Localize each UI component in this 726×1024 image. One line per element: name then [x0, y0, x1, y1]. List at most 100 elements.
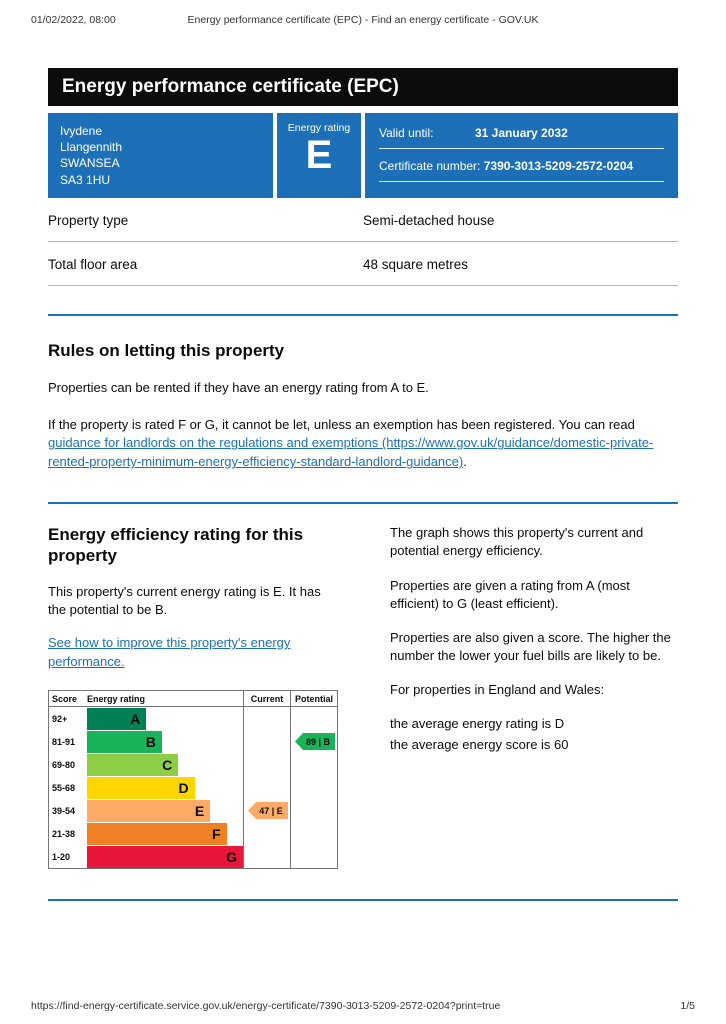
address-line: SA3 1HU [60, 172, 111, 187]
epc-band-row: 21-38 F [49, 822, 243, 845]
epc-band-bar-area: F [87, 822, 243, 845]
epc-band-score: 69-80 [52, 759, 76, 770]
epc-band-bar-area: G [87, 845, 243, 868]
section-divider [48, 899, 678, 901]
certificate-banner: Energy performance certificate (EPC) [48, 68, 678, 106]
print-page-title: Energy performance certificate (EPC) - F… [187, 14, 539, 26]
epc-band-bar-area: E [87, 799, 243, 822]
epc-band-row: 92+ A [49, 707, 243, 730]
content: Energy performance certificate (EPC) Ivy… [48, 68, 678, 901]
certificate-number-row: Certificate number: 7390-3013-5209-2572-… [379, 155, 664, 182]
epc-band-row: 69-80 C [49, 753, 243, 776]
epc-band-row: 1-20 G [49, 845, 243, 868]
efficiency-summary-text: This property's current energy rating is… [48, 583, 321, 618]
section-divider [48, 313, 678, 316]
address-line: Ivydene [60, 124, 103, 138]
efficiency-left-column: Energy efficiency rating for this proper… [48, 524, 338, 869]
footer-page-number: 1/5 [680, 1000, 695, 1012]
epc-band-score: 39-54 [52, 805, 76, 816]
epc-band-bar-area: C [87, 753, 243, 776]
valid-until-value: 31 January 2032 [475, 126, 568, 140]
certificate-title: Energy performance certificate (EPC) [62, 76, 399, 97]
valid-until-label: Valid until: [379, 126, 434, 140]
energy-rating-column-header: Energy rating [87, 693, 146, 704]
footer-url: https://find-energy-certificate.service.… [31, 1000, 501, 1012]
property-type-label: Property type [48, 212, 129, 228]
epc-potential-body: 89 | B [291, 707, 337, 868]
score-explainer-text: Properties are also given a score. The h… [390, 629, 671, 664]
epc-potential-column: Potential 89 | B [290, 691, 337, 868]
certificate-number-value: 7390-3013-5209-2572-0204 [483, 159, 634, 173]
epc-band-bar: C [87, 754, 179, 776]
epc-band-bar: B [87, 731, 162, 753]
rules-paragraph-1: Properties can be rented if they have an… [48, 379, 429, 395]
epc-band-score: 21-38 [52, 828, 76, 839]
print-datetime: 01/02/2022, 08:00 [31, 14, 116, 26]
graph-explainer-text: The graph shows this property's current … [390, 525, 644, 559]
address-line: SWANSEA [60, 156, 120, 171]
energy-rating-box: Energy rating E [277, 113, 361, 198]
rules-paragraph-2: If the property is rated F or G, it cann… [48, 416, 678, 473]
print-footer: https://find-energy-certificate.service.… [31, 1000, 695, 1012]
landlord-guidance-link[interactable]: guidance for landlords on the regulation… [48, 435, 654, 470]
epc-band-letter: C [162, 757, 173, 773]
epc-current-body: 47 | E [244, 707, 290, 868]
floor-area-value: 48 square metres [363, 256, 469, 272]
rules-heading: Rules on letting this property [48, 340, 285, 360]
certificate-number-label: Certificate number: [379, 159, 481, 173]
epc-band-letter: F [212, 826, 221, 842]
epc-band-letter: G [226, 849, 237, 865]
epc-chart-rows: 92+ A 81-91 B 69-80 C 55-68 D 39-54 E 21-38 F 1-20 G [49, 707, 243, 868]
epc-band-score: 1-20 [52, 851, 71, 862]
epc-band-bar: F [87, 823, 227, 845]
epc-current-column: Current 47 | E [243, 691, 290, 868]
epc-band-letter: D [178, 780, 189, 796]
epc-band-bar: D [87, 777, 195, 799]
epc-band-score: 92+ [52, 713, 68, 724]
efficiency-right-column: The graph shows this property's current … [390, 524, 678, 869]
efficiency-heading: Energy efficiency rating for this proper… [48, 525, 304, 566]
print-header: 01/02/2022, 08:00 Energy performance cer… [0, 14, 726, 28]
rules-paragraph-2-text: If the property is rated F or G, it cann… [48, 416, 635, 432]
energy-rating-value: E [305, 133, 333, 177]
table-row: Property type Semi-detached house [48, 198, 678, 242]
average-rating-text: the average energy rating is D [390, 716, 565, 732]
epc-bands-column: Score Energy rating 92+ A 81-91 B 69-80 C 55-6… [49, 691, 243, 868]
epc-chart-header: Score Energy rating [49, 691, 243, 707]
address-line: Llangennith [60, 140, 123, 155]
improve-performance-link[interactable]: See how to improve this property's energ… [48, 635, 291, 670]
epc-band-bar-area: A [87, 707, 243, 730]
valid-until-row: Valid until: 31 January 2032 [379, 122, 664, 149]
rating-explainer-text: Properties are given a rating from A (mo… [390, 577, 630, 611]
epc-band-row: 39-54 E [49, 799, 243, 822]
efficiency-section: Energy efficiency rating for this proper… [48, 524, 678, 869]
section-divider [48, 502, 678, 505]
epc-band-bar: G [87, 846, 243, 868]
score-column-header: Score [52, 693, 78, 704]
summary-panel: Ivydene Llangennith SWANSEA SA3 1HU Ener… [48, 113, 678, 198]
epc-rating-chart: Score Energy rating 92+ A 81-91 B 69-80 C 55-6… [48, 690, 338, 869]
epc-band-row: 81-91 B [49, 730, 243, 753]
epc-band-row: 55-68 D [49, 776, 243, 799]
average-score-text: the average energy score is 60 [390, 736, 569, 752]
epc-band-score: 81-91 [52, 736, 76, 747]
epc-band-bar: A [87, 708, 147, 730]
address-box: Ivydene Llangennith SWANSEA SA3 1HU [48, 113, 273, 198]
epc-band-letter: B [145, 734, 156, 750]
epc-band-bar: E [87, 800, 211, 822]
property-type-value: Semi-detached house [363, 212, 495, 228]
epc-current-marker: 47 | E [248, 802, 288, 819]
table-row: Total floor area 48 square metres [48, 242, 678, 286]
energy-rating-label: Energy rating [287, 122, 351, 134]
epc-band-letter: A [130, 711, 141, 727]
floor-area-label: Total floor area [48, 256, 138, 272]
potential-column-header: Potential [291, 691, 337, 707]
epc-potential-marker: 89 | B [295, 733, 335, 750]
epc-band-letter: E [194, 803, 205, 819]
epc-band-score: 55-68 [52, 782, 76, 793]
validity-box: Valid until: 31 January 2032 Certificate … [365, 113, 678, 198]
epc-band-bar-area: B [87, 730, 243, 753]
epc-band-bar-area: D [87, 776, 243, 799]
rules-paragraph-2-end: . [463, 454, 467, 470]
